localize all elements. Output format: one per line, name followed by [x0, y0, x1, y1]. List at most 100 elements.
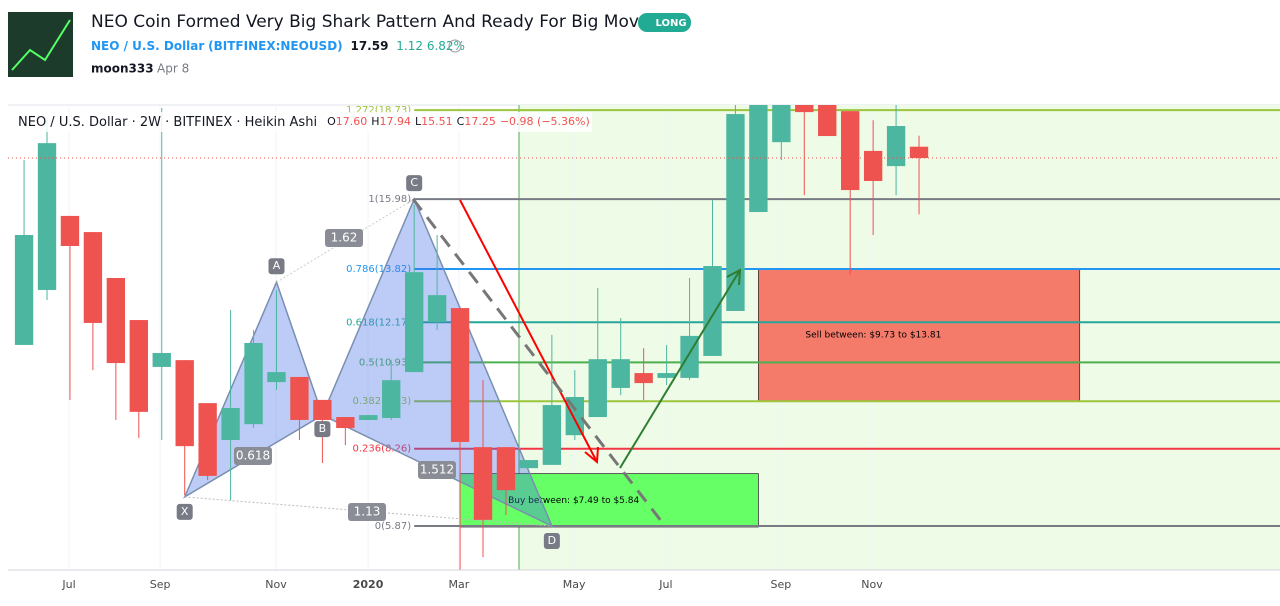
- fib-label: 0(5.87): [375, 521, 412, 532]
- candle-body: [336, 417, 355, 429]
- legend-key: H: [371, 115, 379, 128]
- date: Apr 8: [157, 62, 189, 76]
- candle-body: [634, 373, 653, 384]
- ratio-label: 0.618: [236, 449, 270, 463]
- candle-body: [657, 373, 676, 378]
- candle-body: [427, 295, 447, 322]
- candle-body: [818, 105, 837, 137]
- point-label-bg: [314, 421, 331, 438]
- down-arrow: [459, 199, 599, 465]
- x-tick-label: Jul: [658, 578, 672, 591]
- candle-body: [129, 320, 148, 412]
- candle-body: [14, 234, 34, 345]
- candle-body: [313, 399, 332, 420]
- candle-body: [519, 460, 539, 469]
- x-tick-label: Mar: [449, 578, 470, 591]
- zone-label: Sell between: $9.73 to $13.81: [805, 331, 941, 341]
- thumbnail-art: [11, 19, 71, 71]
- point-label-bg: [268, 258, 285, 275]
- ratio-label: 1.512: [420, 463, 454, 477]
- candle-body: [909, 146, 929, 159]
- candle-body: [565, 396, 584, 436]
- fib-label: 1.272(18.73): [346, 105, 411, 116]
- candle-body: [37, 143, 57, 290]
- price: 17.59: [350, 39, 388, 53]
- legend-value: 15.51: [421, 115, 453, 128]
- candle-body: [404, 272, 424, 373]
- x-tick-label: Jul: [61, 578, 75, 591]
- candle-body: [359, 415, 378, 420]
- candle-body: [588, 359, 607, 418]
- change-pct: 6.82%: [427, 39, 465, 53]
- legend-value: 17.60: [336, 115, 368, 128]
- candle-body: [198, 403, 217, 476]
- legend-symbol: NEO / U.S. Dollar · 2W · BITFINEX · Heik…: [18, 115, 317, 130]
- candle-body: [382, 380, 401, 419]
- candle-body: [542, 405, 562, 465]
- badge: LONG: [655, 18, 686, 29]
- legend-change: −0.98 (−5.36%): [500, 115, 590, 128]
- candle-body: [473, 447, 493, 520]
- symbol-name[interactable]: NEO / U.S. Dollar: [91, 39, 204, 53]
- candle-body: [221, 407, 240, 441]
- point-label: A: [273, 259, 281, 272]
- point-label: X: [181, 505, 189, 518]
- candle-body: [749, 105, 768, 213]
- point-label: B: [319, 422, 327, 435]
- zone-label: Buy between: $7.49 to $5.84: [508, 496, 639, 506]
- alert-icon[interactable]: [448, 39, 462, 53]
- chart: Buy between: $7.49 to $5.84 Sell between:…: [8, 105, 1280, 591]
- up-arrow: [619, 268, 742, 469]
- candle-body: [152, 353, 171, 367]
- badge-bg: [638, 13, 691, 32]
- candle-body: [175, 360, 194, 447]
- idea-thumbnail[interactable]: [8, 12, 73, 77]
- ratio-bg: [234, 447, 272, 465]
- candle-body: [611, 359, 630, 388]
- x-tick-label: Nov: [861, 578, 883, 591]
- candle-body: [244, 342, 263, 425]
- legend-key: O: [327, 115, 336, 128]
- legend-value: 17.25: [464, 115, 496, 128]
- x-tick-label: May: [563, 578, 586, 591]
- x-tick-label: Sep: [150, 578, 171, 591]
- candle-body: [886, 126, 906, 167]
- fib-label: 0.382(9.73): [352, 396, 411, 407]
- candle-body: [267, 372, 286, 383]
- point-label-bg: [406, 175, 423, 192]
- symbol-line: NEO / U.S. Dollar (BITFINEX:NEOUSD) 17.5…: [91, 39, 465, 53]
- fib-label: 0.786(13.82): [346, 264, 411, 275]
- point-label-bg: [543, 533, 560, 550]
- candle-body: [863, 150, 883, 181]
- point-label: D: [548, 534, 556, 547]
- candle-body: [83, 232, 103, 323]
- legend-key: L: [415, 115, 422, 128]
- author[interactable]: moon333: [91, 62, 154, 76]
- candle-body: [496, 447, 516, 491]
- x-tick-label: Nov: [265, 578, 287, 591]
- candle-body: [60, 215, 80, 246]
- change: 1.12: [396, 39, 423, 53]
- legend-key: C: [457, 115, 465, 128]
- ratio-label: 1.13: [354, 505, 381, 519]
- candle-body: [290, 376, 309, 420]
- fib-label: 1(15.98): [368, 194, 411, 205]
- chart-legend: NEO / U.S. Dollar · 2W · BITFINEX · Heik…: [18, 115, 590, 130]
- x-tick-label: Sep: [771, 578, 792, 591]
- x-tick-label: 2020: [353, 578, 384, 591]
- legend-bg: [12, 112, 592, 132]
- candle-body: [841, 111, 860, 191]
- plot-area: Buy between: $7.49 to $5.84 Sell between:…: [8, 105, 1280, 570]
- ratio-bg: [325, 229, 363, 247]
- ratio-bg: [348, 503, 386, 521]
- symbol-code[interactable]: (BITFINEX:NEOUSD): [208, 39, 343, 53]
- idea-title[interactable]: NEO Coin Formed Very Big Shark Pattern A…: [91, 12, 649, 32]
- candle-body: [726, 114, 745, 311]
- ratio-bg: [418, 461, 456, 479]
- legend-value: 17.94: [380, 115, 412, 128]
- point-label: C: [410, 176, 418, 189]
- candle-body: [772, 105, 791, 143]
- candle-body: [450, 308, 470, 442]
- point-label-bg: [176, 503, 193, 520]
